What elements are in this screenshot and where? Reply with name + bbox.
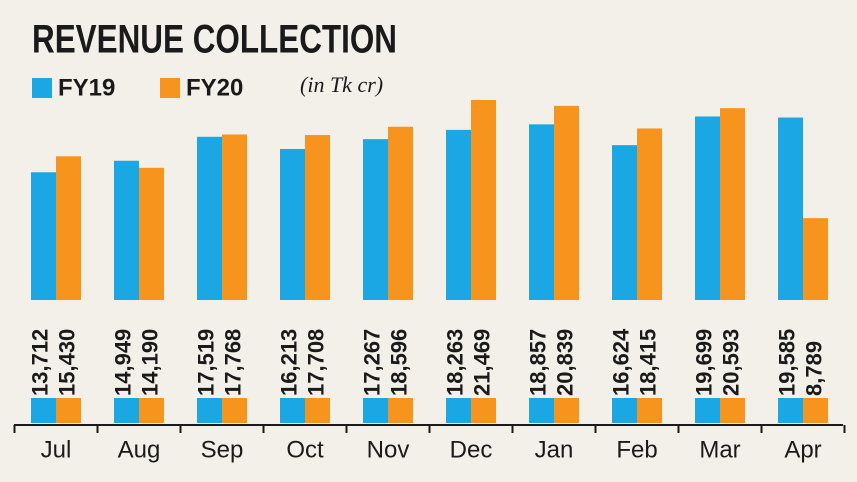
value-label: 18,857 (525, 329, 550, 396)
value-label: 19,585 (774, 329, 799, 396)
value-label: 14,190 (137, 329, 162, 396)
bar (529, 124, 554, 300)
bar (114, 160, 139, 300)
color-key (720, 398, 745, 423)
color-key (554, 398, 579, 423)
x-tick-label: Mar (699, 436, 740, 463)
bar (139, 167, 164, 300)
value-label: 18,415 (635, 329, 660, 396)
color-key (803, 398, 828, 423)
value-label: 18,263 (442, 329, 467, 396)
x-tick-label: Oct (286, 436, 324, 463)
value-label: 17,519 (193, 329, 218, 396)
color-key (197, 398, 222, 423)
bar (637, 128, 662, 300)
value-label: 20,593 (718, 329, 743, 396)
value-label: 13,712 (27, 329, 52, 396)
bar (305, 135, 330, 300)
x-tick-label: Apr (784, 436, 821, 463)
value-label: 16,213 (276, 329, 301, 396)
value-label: 15,430 (54, 329, 79, 396)
legend-label: FY19 (58, 74, 115, 101)
value-label: 19,699 (691, 329, 716, 396)
value-label: 17,708 (303, 329, 328, 396)
x-tick-label: Nov (367, 436, 410, 463)
unit-note: (in Tk cr) (300, 72, 383, 97)
bar (612, 145, 637, 300)
color-key (56, 398, 81, 423)
value-label: 21,469 (469, 329, 494, 396)
bar (197, 136, 222, 300)
bar (778, 117, 803, 300)
bar (31, 172, 56, 300)
color-key (446, 398, 471, 423)
bar (363, 139, 388, 300)
bar (803, 218, 828, 300)
color-key (305, 398, 330, 423)
color-key (114, 398, 139, 423)
value-label: 18,596 (386, 329, 411, 396)
value-label: 17,267 (359, 329, 384, 396)
bar (554, 105, 579, 300)
x-tick-label: Jul (41, 436, 72, 463)
color-key (778, 398, 803, 423)
color-key (222, 398, 247, 423)
color-key (31, 398, 56, 423)
color-key (363, 398, 388, 423)
bar (720, 108, 745, 300)
bar (280, 148, 305, 300)
color-key (695, 398, 720, 423)
value-label: 14,949 (110, 329, 135, 396)
bar (695, 116, 720, 300)
bar (388, 126, 413, 301)
x-tick-label: Feb (616, 436, 657, 463)
legend-label: FY20 (186, 74, 243, 101)
chart-title: REVENUE COLLECTION (32, 18, 397, 62)
x-tick-label: Dec (450, 436, 493, 463)
x-tick-label: Sep (201, 436, 244, 463)
legend-swatch (160, 78, 180, 98)
color-key (280, 398, 305, 423)
color-key (529, 398, 554, 423)
value-label: 20,839 (552, 329, 577, 396)
value-label: 17,768 (220, 329, 245, 396)
value-label: 8,789 (801, 341, 826, 396)
bar (222, 134, 247, 300)
legend-swatch (32, 78, 52, 98)
bar (56, 156, 81, 300)
x-tick-label: Aug (118, 436, 161, 463)
color-key (637, 398, 662, 423)
color-key (139, 398, 164, 423)
color-key (388, 398, 413, 423)
color-key (471, 398, 496, 423)
bar (471, 100, 496, 300)
color-key (612, 398, 637, 423)
x-tick-label: Jan (535, 436, 574, 463)
value-label: 16,624 (608, 328, 633, 396)
bar (446, 129, 471, 300)
